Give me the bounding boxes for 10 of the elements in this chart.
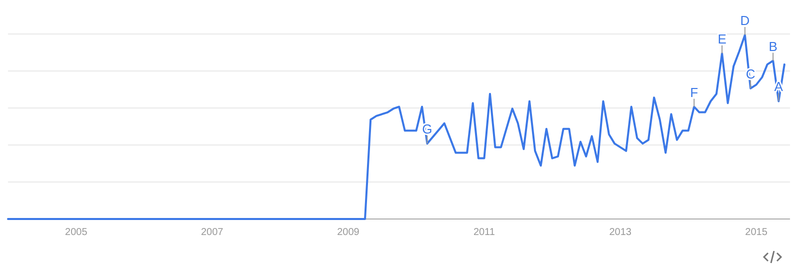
annotation: E <box>718 31 727 46</box>
annotation: F <box>690 84 698 100</box>
x-tick-label: 2011 <box>473 227 496 238</box>
x-tick-label: 2005 <box>65 227 88 238</box>
x-tick-label: 2015 <box>745 227 768 238</box>
x-tick-label: 2009 <box>337 227 360 238</box>
annotation: B <box>768 38 778 54</box>
annotation: D <box>740 13 750 28</box>
x-tick-label: 2007 <box>200 227 224 238</box>
x-tick-label: 2013 <box>609 227 632 238</box>
